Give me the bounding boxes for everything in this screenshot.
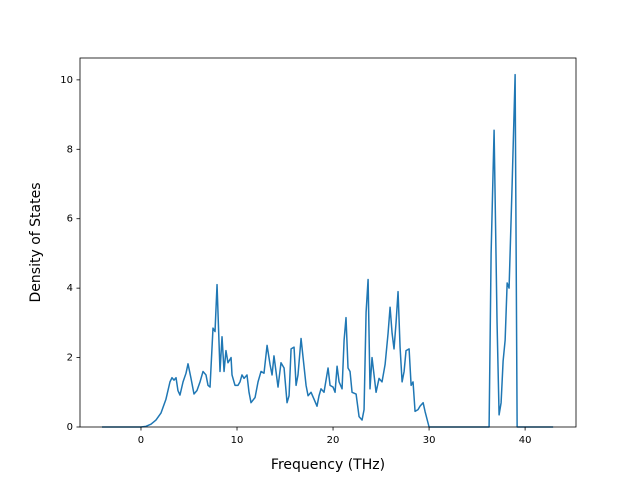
- x-tick-label: 40: [519, 435, 532, 446]
- y-tick-label: 8: [67, 144, 73, 155]
- y-tick-label: 6: [67, 214, 73, 225]
- y-tick-label: 2: [67, 353, 73, 364]
- y-tick-label: 10: [60, 75, 73, 86]
- plot-frame: [79, 57, 577, 428]
- y-tick-label: 4: [67, 283, 73, 294]
- y-tick-label: 0: [67, 422, 73, 433]
- x-tick-label: 0: [138, 435, 144, 446]
- x-tick-label: 10: [231, 435, 244, 446]
- x-tick-label: 30: [423, 435, 436, 446]
- density-line: [101, 73, 554, 428]
- x-axis-label: Frequency (THz): [271, 457, 385, 473]
- y-axis-label: Density of States: [28, 183, 44, 303]
- x-tick-label: 20: [327, 435, 340, 446]
